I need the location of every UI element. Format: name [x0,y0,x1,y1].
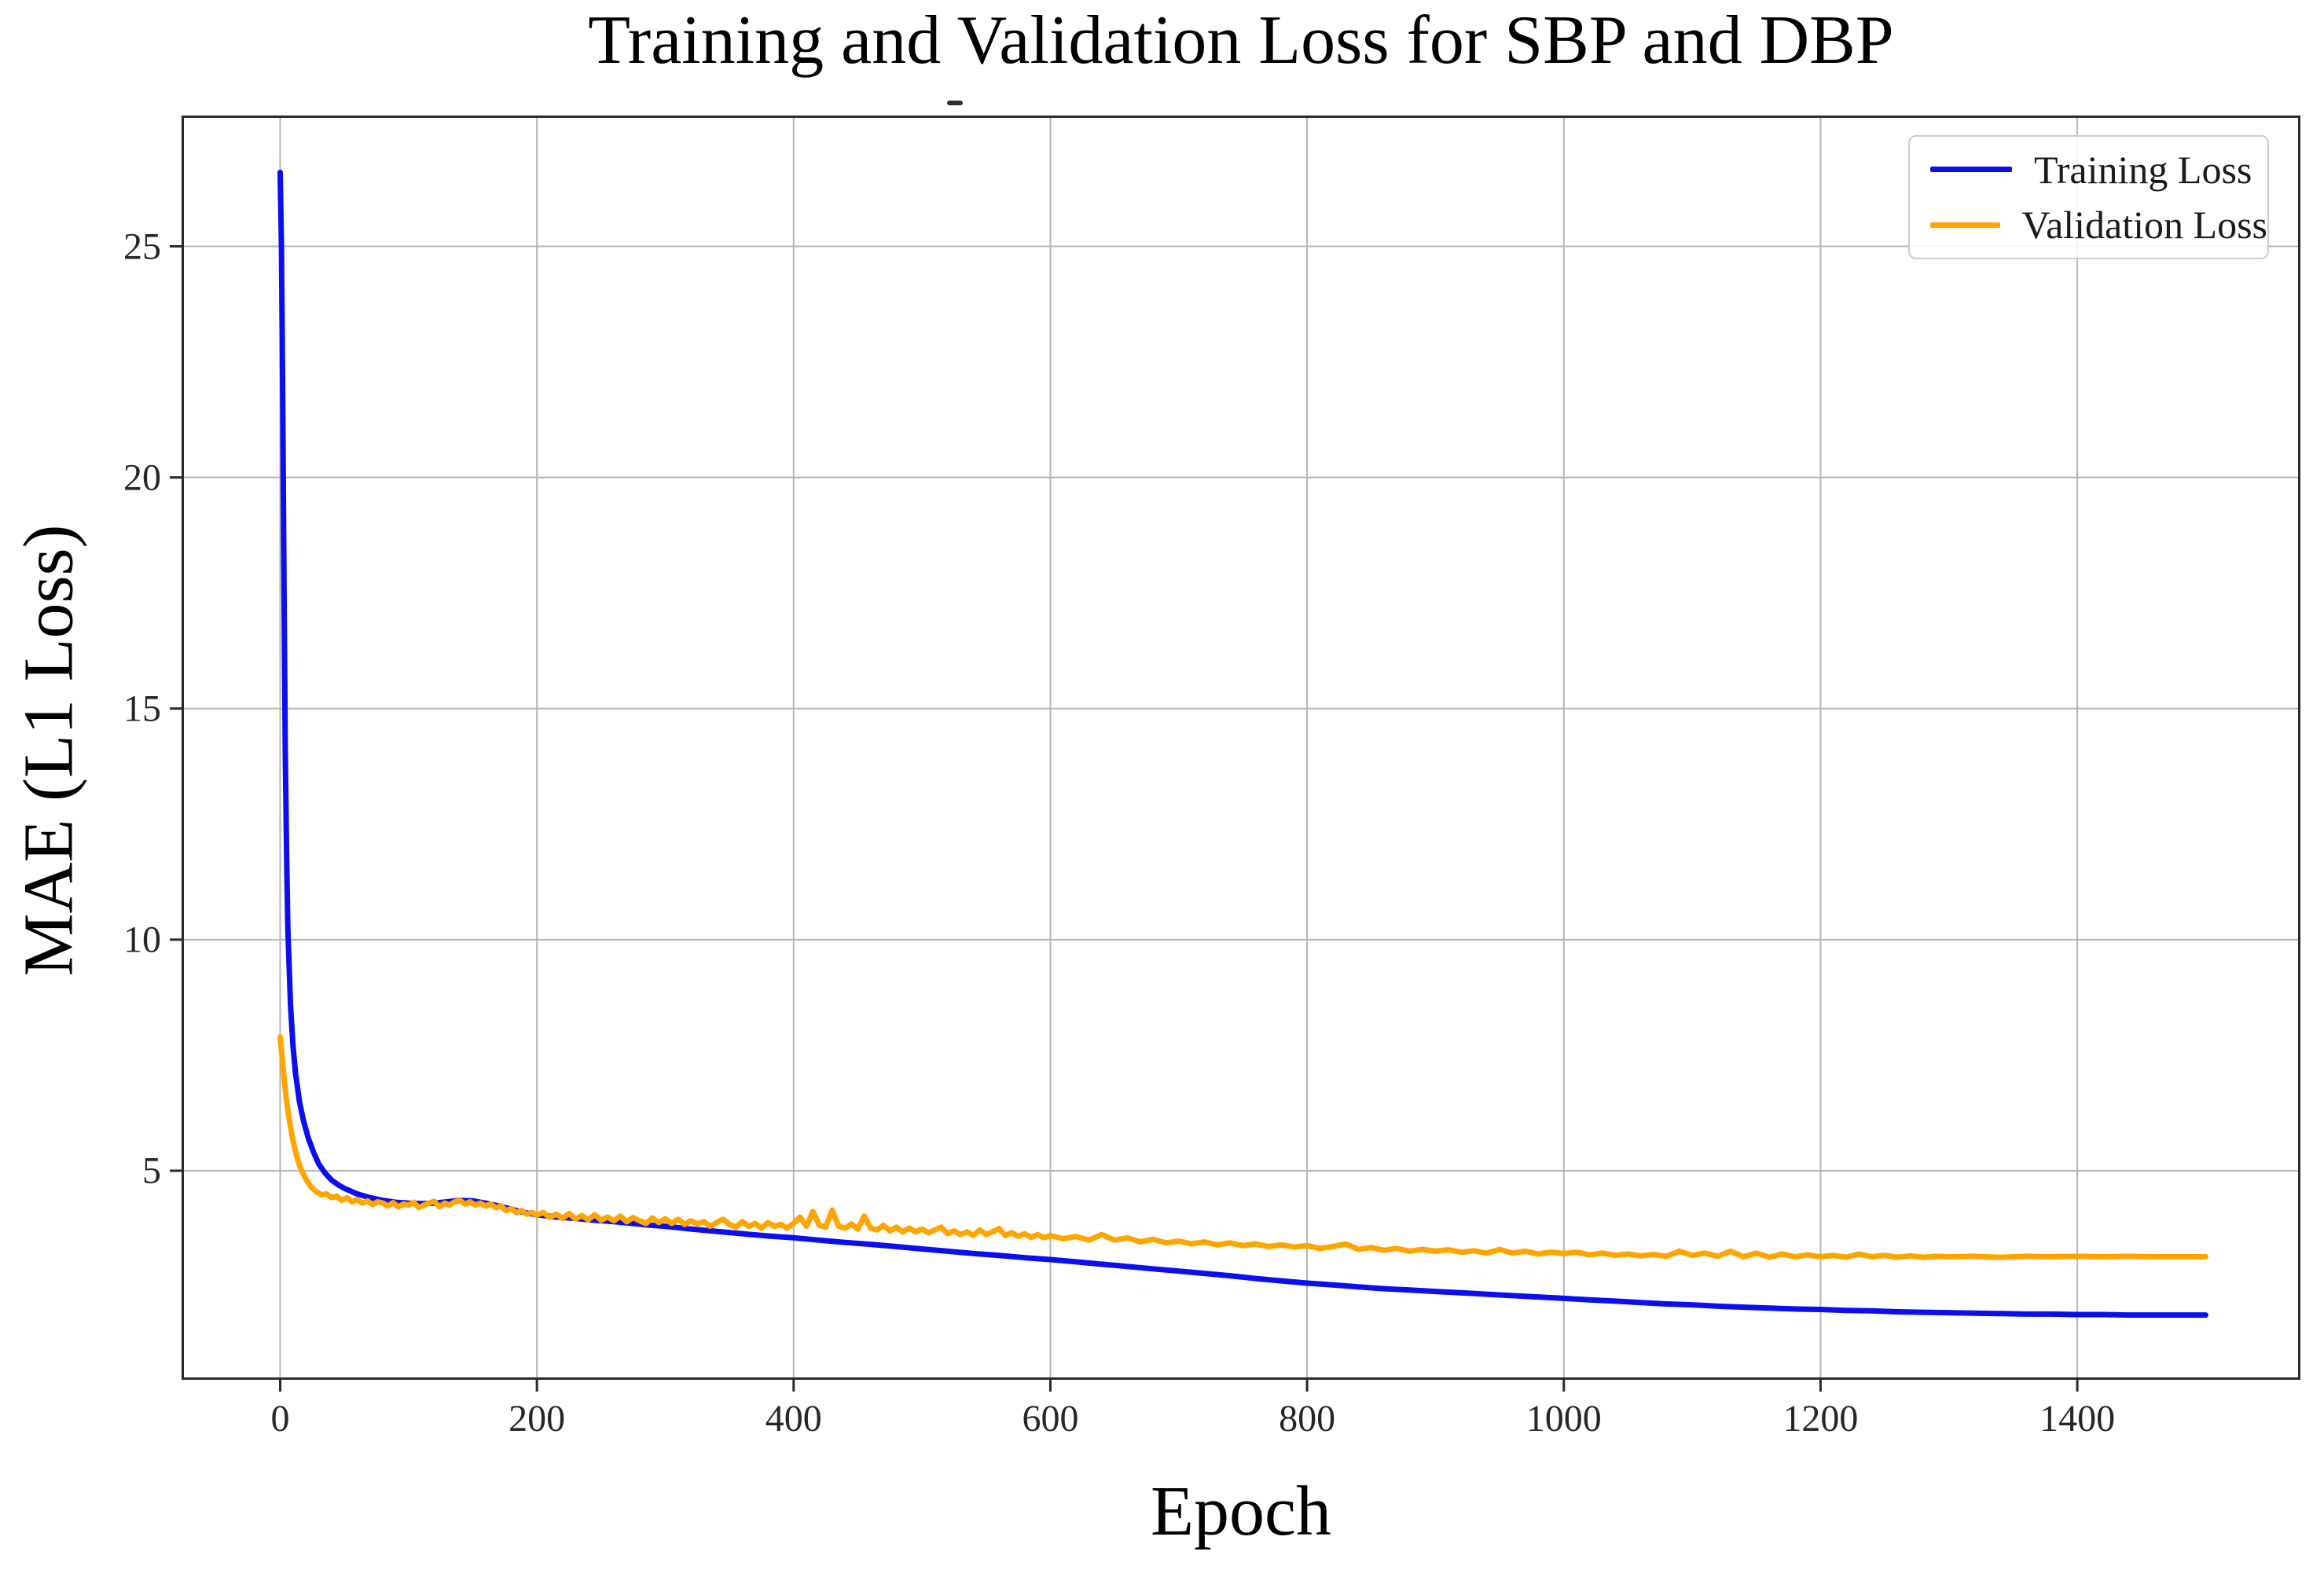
chart-title: Training and Validation Loss for SBP and… [588,2,1894,79]
stray-dash-artifact [947,101,963,105]
x-tick-label: 800 [1279,1398,1336,1439]
x-tick-label: 600 [1022,1398,1079,1439]
x-tick-label: 200 [508,1398,566,1439]
training-loss-line [277,169,2208,1318]
x-axis-label: Epoch [1151,1472,1331,1550]
legend-label-training: Training Loss [2034,147,2252,192]
x-tick-label: 0 [270,1398,290,1439]
plot-canvas [170,118,2298,1392]
legend-row-validation: Validation Loss [1910,202,2267,248]
validation-loss-line [277,1034,2208,1260]
plot-area [170,116,2300,1392]
x-tick-label: 1200 [1782,1398,1859,1439]
x-tick-label: 400 [765,1398,822,1439]
legend: Training Loss Validation Loss [1908,135,2269,259]
legend-row-training: Training Loss [1910,147,2267,193]
y-tick-label: 10 [123,919,161,961]
y-tick-label: 15 [123,688,161,730]
x-tick-label: 1000 [1525,1398,1602,1439]
y-tick-label: 25 [123,226,161,268]
validation-loss-line-swatch [1930,222,2000,228]
y-axis-label: MAE (L1 Loss) [9,524,88,977]
y-tick-label: 5 [142,1150,161,1192]
training-loss-line-swatch [1930,167,2012,173]
y-tick-label: 20 [123,457,161,499]
legend-label-validation: Validation Loss [2021,203,2267,248]
x-tick-label: 1400 [2039,1398,2116,1439]
